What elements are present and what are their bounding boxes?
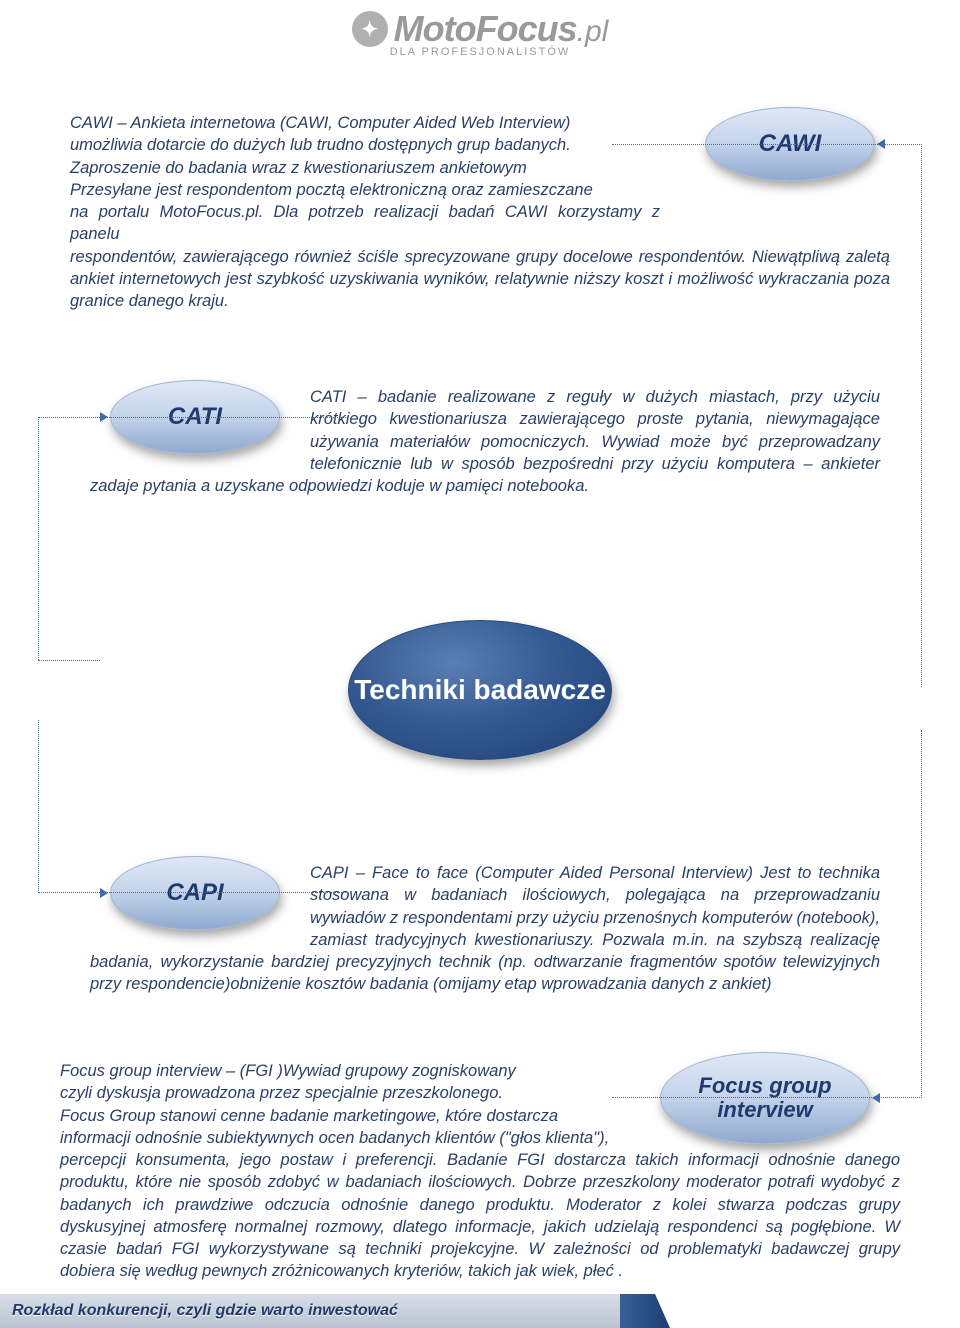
footer-title: Rozkład konkurencji, czyli gdzie warto i… (0, 1294, 620, 1328)
text-cawi: CAWI – Ankieta internetowa (CAWI, Comput… (70, 112, 890, 312)
logo-icon: ✦ (352, 11, 388, 47)
connector-cati-b (38, 660, 100, 661)
text-cati: CATI – badanie realizowane z reguły w du… (90, 386, 880, 497)
arrowhead-cawi (877, 139, 885, 149)
footer-decoration (620, 1294, 670, 1328)
node-center: Techniki badawcze (348, 620, 612, 760)
text-capi: CAPI – Face to face (Computer Aided Pers… (90, 862, 880, 996)
arrowhead-capi (100, 888, 108, 898)
logo-subtitle: DLA PROFESJONALISTÓW (280, 46, 680, 58)
text-fgi: Focus group interview – (FGI )Wywiad gru… (60, 1060, 900, 1283)
logo-text: MotoFocus.pl (394, 8, 609, 50)
arrowhead-cati (100, 412, 108, 422)
logo: ✦ MotoFocus.pl DLA PROFESJONALISTÓW (280, 8, 680, 78)
arrowhead-fgi (872, 1093, 880, 1103)
